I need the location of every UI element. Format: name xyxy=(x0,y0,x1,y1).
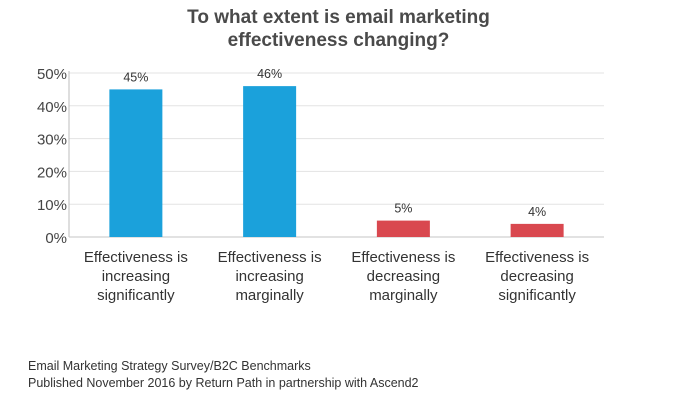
chart-title-line-1: To what extent is email marketing xyxy=(187,7,490,28)
bar xyxy=(109,89,163,238)
chart-title: To what extent is email marketing effect… xyxy=(0,6,677,52)
y-tick-label: 50% xyxy=(37,66,67,83)
x-tick-label: significantly xyxy=(97,287,175,304)
data-label: 45% xyxy=(123,70,148,84)
x-tick-label: Effectiveness is xyxy=(485,249,589,266)
data-label: 46% xyxy=(257,67,282,81)
x-tick-label: Effectiveness is xyxy=(218,249,322,266)
source-footer: Email Marketing Strategy Survey/B2C Benc… xyxy=(28,358,419,392)
x-tick-label: marginally xyxy=(369,287,438,304)
y-tick-label: 0% xyxy=(45,230,67,247)
y-tick-label: 30% xyxy=(37,132,67,149)
x-tick-label: Effectiveness is xyxy=(351,249,455,266)
bar xyxy=(510,223,564,237)
bar xyxy=(376,220,430,237)
x-tick-label: increasing xyxy=(102,268,170,285)
chart-title-line-2: effectiveness changing? xyxy=(227,30,450,51)
source-line-2: Published November 2016 by Return Path i… xyxy=(28,376,419,390)
x-tick-label: significantly xyxy=(498,287,576,304)
x-tick-label: decreasing xyxy=(500,268,573,285)
x-tick-label: Effectiveness is xyxy=(84,249,188,266)
x-tick-label: increasing xyxy=(235,268,303,285)
x-tick-label: marginally xyxy=(235,287,304,304)
source-line-1: Email Marketing Strategy Survey/B2C Benc… xyxy=(28,359,311,373)
y-tick-label: 40% xyxy=(37,99,67,116)
bar xyxy=(243,86,297,238)
y-tick-label: 20% xyxy=(37,164,67,181)
x-tick-label: decreasing xyxy=(367,268,440,285)
data-label: 5% xyxy=(394,202,412,216)
data-label: 4% xyxy=(528,205,546,219)
y-tick-label: 10% xyxy=(37,197,67,214)
